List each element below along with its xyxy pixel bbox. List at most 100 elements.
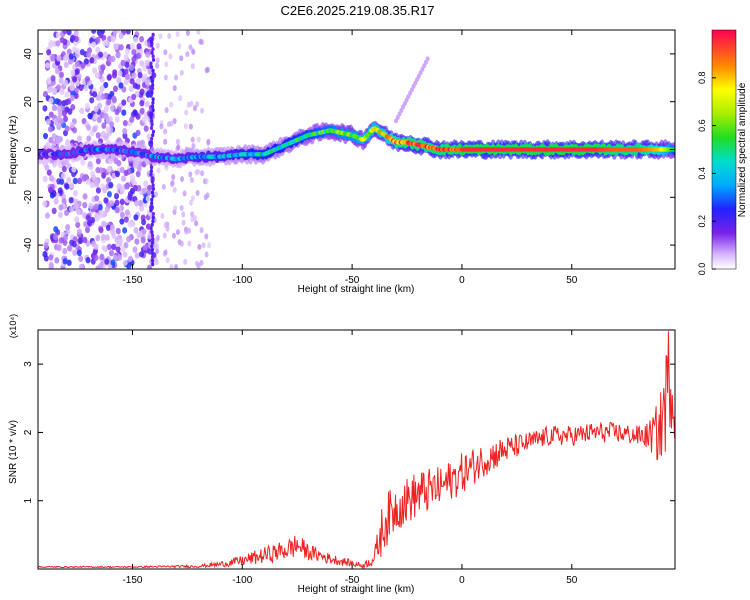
spectrogram-streak-cell xyxy=(149,125,154,130)
spectrogram-noise-cell xyxy=(93,203,99,210)
spectrogram-streak-cell xyxy=(149,61,153,66)
spectrogram-noise-cell xyxy=(59,88,65,95)
spectrogram-noise-cell xyxy=(120,59,126,67)
spectrogram-streak-cell xyxy=(150,222,154,227)
spectrogram-noise-cell xyxy=(190,136,195,143)
spectrogram-noise-cell xyxy=(155,57,160,64)
spectrogram-x-tick-label: -100 xyxy=(232,275,252,286)
spectrogram-noise-cell xyxy=(56,244,62,252)
spectrogram-noise-cell xyxy=(134,200,140,207)
spectrogram-noise-cell xyxy=(95,187,101,194)
spectrogram-noise-cell xyxy=(82,193,88,200)
spectrogram-noise-cell xyxy=(200,107,205,114)
spectrogram-streak-cell xyxy=(151,72,155,77)
spectrogram-x-tick-label: 50 xyxy=(566,275,578,286)
spectrogram-noise-cell xyxy=(131,56,137,63)
spectrogram-noise-cell xyxy=(58,77,64,84)
spectrogram-noise-cell xyxy=(54,257,60,264)
spectrogram-noise-cell xyxy=(175,31,180,38)
spectrogram-noise-cell xyxy=(119,187,125,195)
spectrogram-noise-cell xyxy=(45,118,51,126)
spectrogram-streak-cell xyxy=(149,204,154,209)
snr-y-tick-label: 2 xyxy=(23,429,34,435)
spectrogram-noise-cell xyxy=(142,65,148,72)
spectrogram-noise-cell xyxy=(83,220,89,228)
spectrogram-noise-cell xyxy=(169,264,174,269)
spectrogram-noise-cell xyxy=(79,107,85,115)
spectrogram-noise-cell xyxy=(178,95,183,102)
spectrogram-noise-cell xyxy=(71,46,77,53)
spectrogram-noise-cell xyxy=(174,74,179,81)
spectrogram-noise-cell xyxy=(121,175,127,182)
spectrogram-noise-cell xyxy=(146,189,152,196)
spectrogram-noise-cell xyxy=(143,180,149,187)
spectrogram-noise-cell xyxy=(144,101,150,108)
spectrogram-noise-cell xyxy=(64,209,70,216)
spectrogram-streak-cell xyxy=(150,244,154,249)
spectrogram-noise-cell xyxy=(51,133,57,140)
spectrogram-streak-cell xyxy=(151,129,156,134)
spectrogram-streak-cell xyxy=(151,100,155,105)
spectrogram-x-label: Height of straight line (km) xyxy=(298,284,415,295)
spectrogram-noise-cell xyxy=(68,196,74,204)
spectrogram-y-tick-label: 0 xyxy=(23,146,34,152)
spectrogram-x-axis: -150 -100 -50 0 50 xyxy=(122,30,578,286)
spectrogram-noise-cell xyxy=(104,258,110,265)
spectrogram-streak-cell xyxy=(149,75,153,80)
spectrogram-streak-cell xyxy=(151,183,155,188)
spectrogram-noise-cell xyxy=(172,117,177,124)
spectrogram-noise-cell xyxy=(200,170,205,177)
spectrogram-noise-cell xyxy=(177,43,182,50)
spectrogram-streak-cell xyxy=(150,36,154,41)
spectrogram-noise-cell xyxy=(71,166,77,173)
spectrogram-noise-cell xyxy=(163,249,168,256)
spectrogram-noise-cell xyxy=(124,183,130,190)
spectrogram-noise-cell xyxy=(136,165,142,172)
colorbar-bar xyxy=(711,29,737,270)
spectrogram-noise-cell xyxy=(130,177,136,184)
spectrogram-streak-cell xyxy=(149,111,153,116)
spectrogram-noise-cell xyxy=(160,213,165,220)
spectrogram-noise-cell xyxy=(83,173,89,181)
spectrogram-noise-cell xyxy=(105,117,111,125)
spectrogram-noise-cell xyxy=(165,225,170,232)
spectrogram-noise-cell xyxy=(123,242,129,249)
spectrogram-streak-cell xyxy=(150,118,154,123)
snr-marks xyxy=(38,331,675,569)
colorbar: 0.0 0.2 0.4 0.6 0.8 Normalized spectral ampl… xyxy=(697,29,748,275)
spectrogram-noise-cell xyxy=(65,224,71,231)
spectrogram-noise-cell xyxy=(52,233,58,241)
spectrogram-noise-cell xyxy=(116,183,122,190)
spectrogram-noise-cell xyxy=(108,249,114,257)
spectrogram-noise-cell xyxy=(82,236,88,244)
spectrogram-noise-cell xyxy=(113,43,119,50)
spectrogram-noise-cell xyxy=(158,33,163,40)
spectrogram-noise-cell xyxy=(123,216,129,223)
spectrogram-noise-cell xyxy=(92,249,98,256)
spectrogram-noise-cell xyxy=(67,108,73,115)
spectrogram-noise-cell xyxy=(162,232,167,239)
spectrogram-noise-cell xyxy=(59,71,65,79)
spectrogram-noise-cell xyxy=(139,60,145,67)
spectrogram-noise-cell xyxy=(115,227,121,235)
spectrogram-streak-cell xyxy=(151,186,156,191)
snr-panel: -150 -100 -50 0 50 1 2 3 Height of straight li… xyxy=(8,314,676,595)
spectrogram-streak-cell xyxy=(151,32,155,37)
spectrogram-noise-cell xyxy=(137,72,143,79)
spectrogram-noise-cell xyxy=(122,132,128,140)
spectrogram-noise-cell xyxy=(61,100,67,107)
spectrogram-streak-cell xyxy=(151,251,155,256)
spectrogram-noise-cell xyxy=(189,100,194,107)
spectrogram-noise-cell xyxy=(122,127,128,135)
spectrogram-noise-cell xyxy=(94,195,100,202)
chart-title: C2E6.2025.219.08.35.R17 xyxy=(280,3,435,18)
spectrogram-noise-cell xyxy=(57,211,63,219)
spectrogram-noise-cell xyxy=(107,55,113,63)
spectrogram-noise-cell xyxy=(169,101,174,108)
spectrogram-noise-cell xyxy=(72,249,78,256)
spectrogram-noise-cell xyxy=(172,186,177,193)
spectrogram-noise-cell xyxy=(179,55,184,62)
spectrogram-noise-cell xyxy=(71,241,77,248)
spectrogram-noise-cell xyxy=(170,181,175,188)
spectrogram-streak-cell xyxy=(149,39,154,44)
